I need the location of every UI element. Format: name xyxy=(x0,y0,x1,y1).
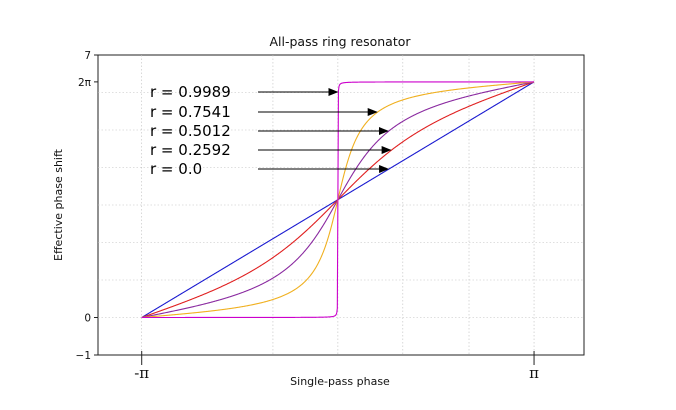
y-tick-label: 2π xyxy=(78,77,92,89)
series-label-2: r = 0.5012 xyxy=(150,122,231,140)
x-axis-label: Single-pass phase xyxy=(290,375,390,388)
chart-title: All-pass ring resonator xyxy=(269,34,411,49)
series-label-3: r = 0.2592 xyxy=(150,141,231,159)
y-axis-ticks: 7 2π 0 −1 xyxy=(76,50,98,362)
x-axis-ticks: -π π xyxy=(134,351,539,382)
y-tick-label: −1 xyxy=(76,350,91,362)
series-label-0: r = 0.9989 xyxy=(150,83,231,101)
y-tick-label: 0 xyxy=(84,313,91,325)
series-label-4: r = 0.0 xyxy=(150,160,202,178)
y-axis-label: Effective phase shift xyxy=(52,148,65,261)
plot-area xyxy=(97,54,585,356)
series-layer xyxy=(141,81,535,319)
series-line-0 xyxy=(141,81,535,319)
x-tick-label: π xyxy=(529,364,539,382)
y-tick-label: 7 xyxy=(84,50,91,62)
x-tick-label: -π xyxy=(134,364,149,382)
series-label-1: r = 0.7541 xyxy=(150,103,231,121)
